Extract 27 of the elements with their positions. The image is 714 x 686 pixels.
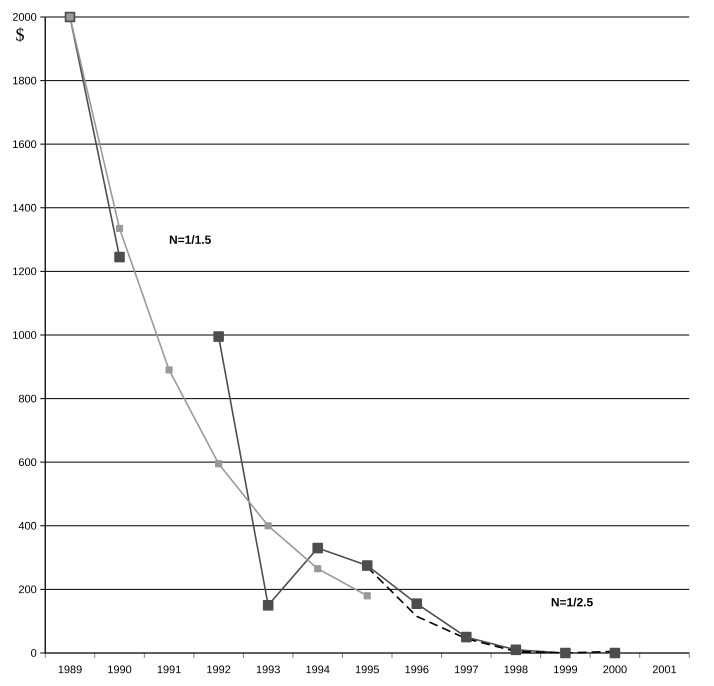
x-tick-label: 1993	[256, 666, 280, 674]
x-tick-label: 2000	[603, 666, 627, 674]
x-tick-label: 1997	[454, 666, 478, 674]
x-tick-label: 1991	[158, 666, 181, 674]
x-tick-label: 1999	[554, 666, 578, 674]
y-tick-label: 1200	[13, 268, 36, 276]
x-tick-label: 1994	[306, 666, 330, 674]
x-tick-label: 1989	[58, 666, 82, 674]
y-tick-label: 400	[18, 522, 36, 530]
annotation: N=1/1.5	[170, 235, 211, 244]
y-tick-label: 200	[18, 586, 36, 594]
y-tick-label: 1400	[13, 204, 36, 212]
y-tick-label: 1600	[13, 140, 36, 148]
y-tick-label: 2000	[12, 13, 36, 21]
y-axis-title: $	[16, 28, 24, 42]
x-tick-label: 2001	[652, 666, 676, 674]
y-tick-label: 0	[31, 649, 36, 657]
y-tick-label: 1000	[13, 331, 36, 339]
x-tick-label: 1992	[207, 666, 230, 674]
x-tick-label: 1990	[108, 666, 132, 674]
x-tick-label: 1995	[356, 666, 379, 674]
annotation: N=1/2.5	[552, 598, 593, 607]
y-tick-label: 800	[18, 394, 36, 402]
x-tick-label: 1996	[405, 666, 428, 674]
y-tick-label: 600	[18, 458, 36, 466]
x-tick-label: 1998	[504, 666, 528, 674]
y-tick-label: 1800	[13, 76, 36, 84]
